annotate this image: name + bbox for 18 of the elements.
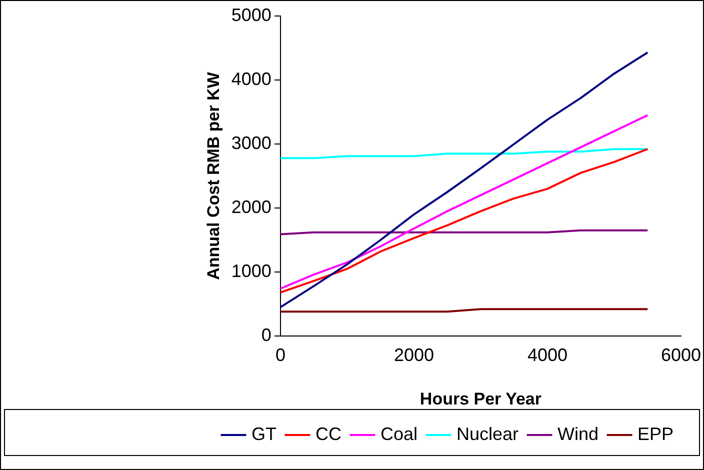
legend-label: GT bbox=[251, 424, 276, 444]
y-axis-title: Annual Cost RMB per KW bbox=[204, 71, 223, 280]
x-tick-label: 2000 bbox=[394, 344, 434, 365]
y-tick-label: 5000 bbox=[231, 4, 272, 25]
legend-label: Wind bbox=[558, 424, 599, 444]
x-axis-title: Hours Per Year bbox=[420, 389, 542, 408]
y-tick-label: 3000 bbox=[231, 132, 272, 153]
y-tick-label: 0 bbox=[261, 324, 272, 345]
legend-label: CC bbox=[315, 424, 342, 444]
legend-label: EPP bbox=[638, 424, 674, 444]
y-tick-label: 4000 bbox=[231, 68, 272, 89]
y-tick-label: 1000 bbox=[231, 260, 272, 281]
x-tick-label: 4000 bbox=[527, 344, 568, 365]
y-tick-label: 2000 bbox=[231, 196, 272, 217]
x-tick-label: 6000 bbox=[660, 344, 701, 365]
legend-label: Coal bbox=[380, 424, 418, 444]
x-tick-label: 0 bbox=[275, 344, 286, 365]
legend-label: Nuclear bbox=[456, 424, 519, 444]
